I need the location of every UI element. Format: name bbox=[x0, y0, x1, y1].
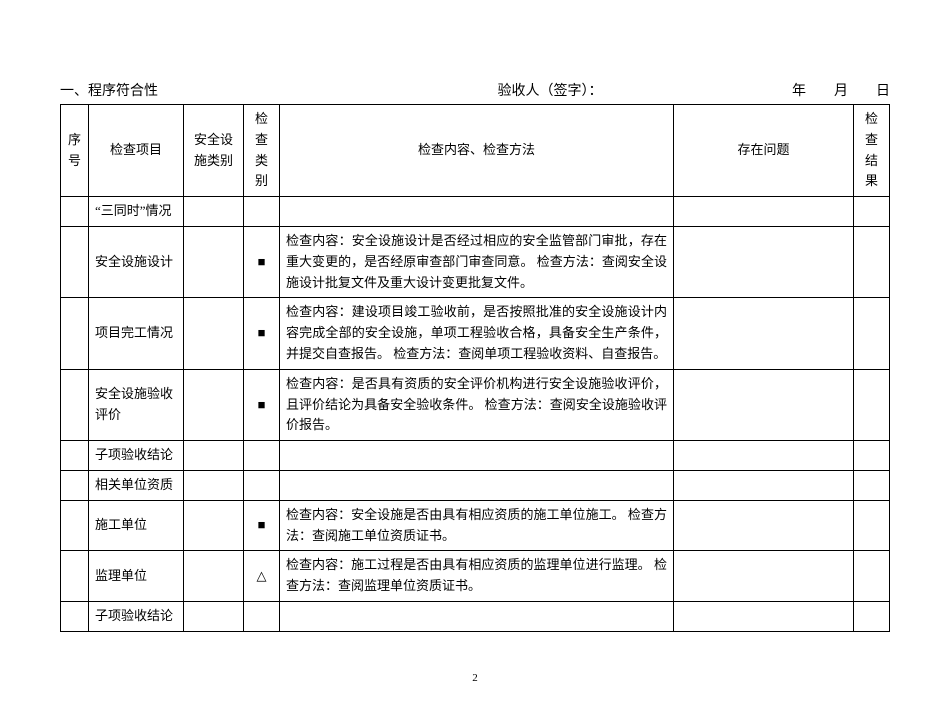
cell-facility-category bbox=[184, 298, 244, 369]
cell-issues bbox=[674, 369, 854, 440]
cell-result bbox=[854, 197, 890, 227]
cell-seq bbox=[61, 298, 89, 369]
page-number: 2 bbox=[60, 672, 890, 684]
table-row: 监理单位 △检查内容：施工过程是否由具有相应资质的监理单位进行监理。 检查方法：查… bbox=[61, 551, 890, 602]
cell-check-mark bbox=[244, 197, 280, 227]
cell-issues bbox=[674, 226, 854, 297]
cell-check-mark bbox=[244, 470, 280, 500]
cell-content bbox=[280, 441, 674, 471]
cell-content bbox=[280, 601, 674, 631]
cell-facility-category bbox=[184, 369, 244, 440]
section-title: 一、程序符合性 bbox=[60, 80, 158, 100]
date-label: 年 月 日 bbox=[792, 80, 890, 100]
cell-check-mark: △ bbox=[244, 551, 280, 602]
cell-facility-category bbox=[184, 441, 244, 471]
table-row: 施工单位 ■检查内容：安全设施是否由具有相应资质的施工单位施工。 检查方法：查阅施… bbox=[61, 500, 890, 551]
cell-facility-category bbox=[184, 551, 244, 602]
cell-seq bbox=[61, 500, 89, 551]
cell-facility-category bbox=[184, 226, 244, 297]
cell-check-mark: ■ bbox=[244, 226, 280, 297]
cell-content: 检查内容：安全设施设计是否经过相应的安全监管部门审批，存在重大变更的，是否经原审… bbox=[280, 226, 674, 297]
cell-check-mark: ■ bbox=[244, 298, 280, 369]
cell-item: 安全设施验收评价 bbox=[89, 369, 184, 440]
cell-seq bbox=[61, 551, 89, 602]
cell-seq bbox=[61, 197, 89, 227]
cell-issues bbox=[674, 551, 854, 602]
col-content: 检查内容、检查方法 bbox=[280, 105, 674, 197]
cell-result bbox=[854, 441, 890, 471]
cell-facility-category bbox=[184, 601, 244, 631]
col-seq: 序号 bbox=[61, 105, 89, 197]
cell-item: 安全设施设计 bbox=[89, 226, 184, 297]
cell-result bbox=[854, 369, 890, 440]
table-row: 相关单位资质 bbox=[61, 470, 890, 500]
cell-content: 检查内容：施工过程是否由具有相应资质的监理单位进行监理。 检查方法：查阅监理单位… bbox=[280, 551, 674, 602]
page-header: 一、程序符合性 验收人（签字）： 年 月 日 bbox=[60, 80, 890, 100]
cell-result bbox=[854, 470, 890, 500]
cell-content bbox=[280, 470, 674, 500]
cell-result bbox=[854, 500, 890, 551]
cell-check-mark bbox=[244, 601, 280, 631]
table-row: 安全设施验收评价 ■检查内容：是否具有资质的安全评价机构进行安全设施验收评价，且评… bbox=[61, 369, 890, 440]
table-row: 子项验收结论 bbox=[61, 441, 890, 471]
inspection-table: 序号 检查项目 安全设施类别 检查类别 检查内容、检查方法 存在问题 检查结果 … bbox=[60, 104, 890, 632]
table-row: 安全设施设计 ■检查内容：安全设施设计是否经过相应的安全监管部门审批，存在重大变更… bbox=[61, 226, 890, 297]
cell-content: 检查内容：是否具有资质的安全评价机构进行安全设施验收评价，且评价结论为具备安全验… bbox=[280, 369, 674, 440]
cell-seq bbox=[61, 369, 89, 440]
cell-seq bbox=[61, 601, 89, 631]
cell-facility-category bbox=[184, 197, 244, 227]
table-body: “三同时”情况安全设施设计■检查内容：安全设施设计是否经过相应的安全监管部门审批… bbox=[61, 197, 890, 632]
cell-content bbox=[280, 197, 674, 227]
cell-result bbox=[854, 551, 890, 602]
table-row: 子项验收结论 bbox=[61, 601, 890, 631]
cell-facility-category bbox=[184, 470, 244, 500]
cell-check-mark: ■ bbox=[244, 500, 280, 551]
cell-seq bbox=[61, 470, 89, 500]
cell-item: 项目完工情况 bbox=[89, 298, 184, 369]
cell-content: 检查内容：安全设施是否由具有相应资质的施工单位施工。 检查方法：查阅施工单位资质… bbox=[280, 500, 674, 551]
cell-result bbox=[854, 601, 890, 631]
cell-result bbox=[854, 226, 890, 297]
table-header-row: 序号 检查项目 安全设施类别 检查类别 检查内容、检查方法 存在问题 检查结果 bbox=[61, 105, 890, 197]
cell-seq bbox=[61, 441, 89, 471]
col-facility: 安全设施类别 bbox=[184, 105, 244, 197]
cell-issues bbox=[674, 470, 854, 500]
cell-issues bbox=[674, 500, 854, 551]
cell-item: “三同时”情况 bbox=[89, 197, 184, 227]
cell-issues bbox=[674, 298, 854, 369]
table-row: 项目完工情况 ■检查内容：建设项目竣工验收前，是否按照批准的安全设施设计内容完成全… bbox=[61, 298, 890, 369]
cell-content: 检查内容：建设项目竣工验收前，是否按照批准的安全设施设计内容完成全部的安全设施，… bbox=[280, 298, 674, 369]
cell-facility-category bbox=[184, 500, 244, 551]
cell-item: 监理单位 bbox=[89, 551, 184, 602]
cell-seq bbox=[61, 226, 89, 297]
cell-issues bbox=[674, 441, 854, 471]
col-item: 检查项目 bbox=[89, 105, 184, 197]
cell-check-mark bbox=[244, 441, 280, 471]
cell-issues bbox=[674, 197, 854, 227]
col-issues: 存在问题 bbox=[674, 105, 854, 197]
cell-result bbox=[854, 298, 890, 369]
cell-item: 子项验收结论 bbox=[89, 601, 184, 631]
cell-item: 相关单位资质 bbox=[89, 470, 184, 500]
col-result: 检查结果 bbox=[854, 105, 890, 197]
col-check: 检查类别 bbox=[244, 105, 280, 197]
table-row: “三同时”情况 bbox=[61, 197, 890, 227]
cell-item: 施工单位 bbox=[89, 500, 184, 551]
cell-check-mark: ■ bbox=[244, 369, 280, 440]
cell-item: 子项验收结论 bbox=[89, 441, 184, 471]
cell-issues bbox=[674, 601, 854, 631]
signer-label: 验收人（签字）： bbox=[498, 80, 603, 100]
